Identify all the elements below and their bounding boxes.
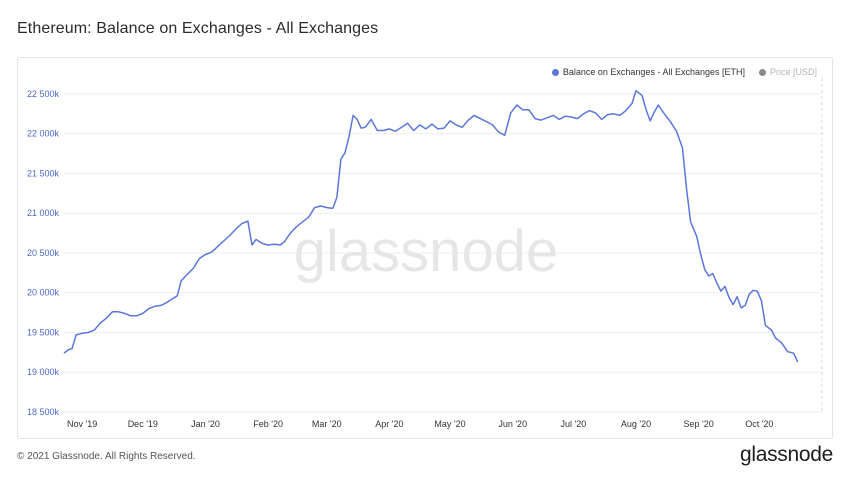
legend-label: Balance on Exchanges - All Exchanges [ET… (562, 67, 745, 77)
x-tick-label: Jun '20 (498, 419, 527, 429)
copyright-text: © 2021 Glassnode. All Rights Reserved. (17, 451, 196, 462)
x-axis-ticks: Nov '19 Dec '19 Jan '20 Feb '20 Mar '20 Apr '… (67, 419, 773, 429)
legend-label: Price [USD] (769, 67, 817, 77)
y-tick-label: 19 000k (27, 367, 60, 377)
x-tick-label: Apr '20 (375, 419, 403, 429)
glassnode-logo[interactable]: glassnode (739, 443, 833, 466)
y-tick-label: 21 000k (27, 208, 60, 218)
watermark-text: glassnode (294, 219, 558, 284)
x-tick-label: Aug '20 (621, 419, 651, 429)
x-tick-label: Jan '20 (191, 419, 220, 429)
y-tick-label: 20 000k (27, 288, 60, 298)
x-tick-label: Sep '20 (684, 419, 714, 429)
y-tick-label: 18 500k (27, 407, 60, 417)
x-tick-label: Oct '20 (745, 419, 773, 429)
y-tick-label: 19 500k (27, 327, 60, 337)
y-tick-label: 21 500k (27, 168, 60, 178)
x-tick-label: Nov '19 (67, 419, 97, 429)
line-chart: glassnode 18 500k 19 000k 19 500k 20 000k 20… (27, 78, 823, 429)
x-tick-label: May '20 (434, 419, 465, 429)
balance-series-line[interactable] (63, 89, 799, 363)
x-tick-label: Feb '20 (253, 419, 283, 429)
x-tick-label: Dec '19 (128, 419, 158, 429)
legend-item-price[interactable]: Price [USD] (758, 67, 817, 77)
chart-legend: Balance on Exchanges - All Exchanges [ET… (551, 67, 817, 77)
legend-dot-icon (551, 68, 559, 76)
legend-dot-icon (758, 68, 766, 76)
y-tick-label: 22 500k (27, 89, 60, 99)
x-tick-label: Jul '20 (560, 419, 586, 429)
legend-item-balance[interactable]: Balance on Exchanges - All Exchanges [ET… (551, 67, 745, 77)
grid-lines (64, 93, 822, 413)
y-tick-label: 22 000k (27, 129, 60, 139)
y-axis-ticks: 18 500k 19 000k 19 500k 20 000k 20 500k 21 00… (27, 89, 60, 417)
page-title: Ethereum: Balance on Exchanges - All Exc… (17, 20, 379, 37)
x-tick-label: Mar '20 (312, 419, 342, 429)
y-tick-label: 20 500k (27, 248, 60, 258)
chart-card: glassnode 18 500k 19 000k 19 500k 20 000k 20… (17, 57, 833, 439)
